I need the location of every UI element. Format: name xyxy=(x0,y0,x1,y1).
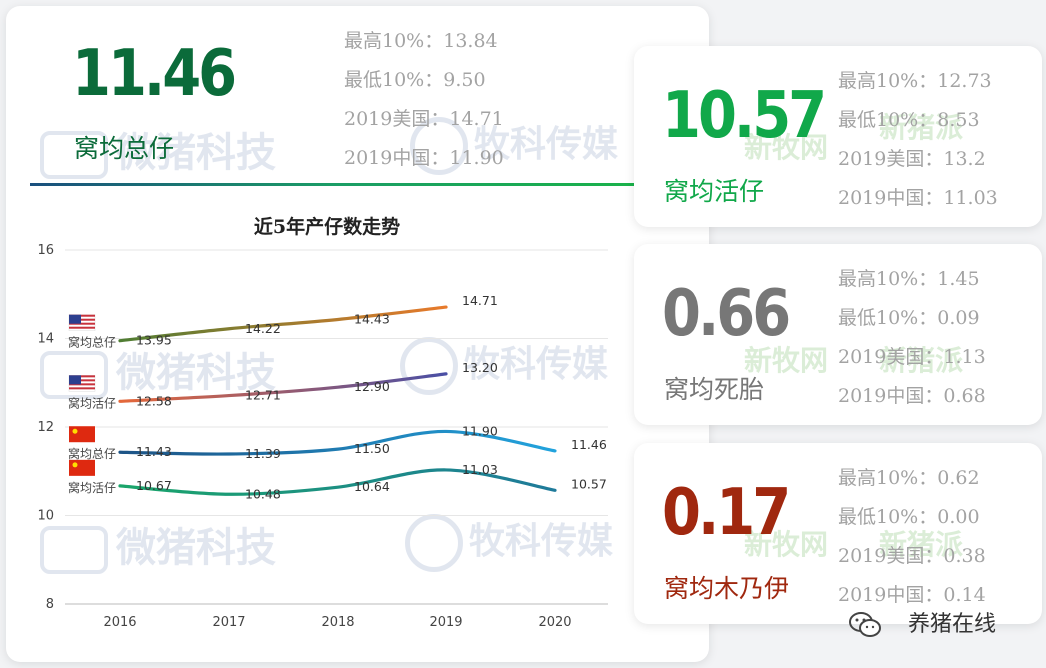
stat-line: 2019中国：11.90 xyxy=(344,147,504,169)
xinmu-watermark: 新牧网 xyxy=(744,344,829,377)
stat-line: 最高10%：13.84 xyxy=(344,30,498,52)
stat-line: 2019美国：14.71 xyxy=(344,108,504,130)
cn-flag-icon xyxy=(69,459,95,476)
data-label: 11.03 xyxy=(462,462,498,477)
cn-flag-icon xyxy=(69,426,95,443)
stat-line: 最低10%：8.53 xyxy=(838,109,980,131)
stat-line: 2019中国：11.03 xyxy=(838,187,998,209)
stat-line: 最低10%：0.00 xyxy=(838,506,980,528)
stat-line: 2019中国：0.68 xyxy=(838,385,986,407)
chart-title: 近5年产仔数走势 xyxy=(254,215,400,238)
wechat-icon xyxy=(849,612,881,637)
series-name-label: 窝均活仔 xyxy=(68,480,116,495)
y-tick-label: 8 xyxy=(46,597,54,612)
x-tick-label: 2019 xyxy=(429,615,462,630)
y-tick-label: 14 xyxy=(37,332,54,347)
mummy-stats: 最高10%：0.62 最低10%：0.00 2019美国：0.38 2019中国… xyxy=(838,463,986,619)
data-label: 12.71 xyxy=(245,388,281,403)
stat-line: 最高10%：0.62 xyxy=(838,467,980,489)
gradient-divider xyxy=(30,183,635,186)
weizhu-watermark-3: 微猪科技 xyxy=(40,515,276,574)
stat-line: 2019中国：0.14 xyxy=(838,584,986,606)
muke-logo-icon xyxy=(405,514,463,572)
series-line xyxy=(118,468,557,496)
footer-brand: 养猪在线 xyxy=(908,612,997,637)
stat-line: 最低10%：0.09 xyxy=(838,307,980,329)
series-line xyxy=(118,305,448,343)
xinzhu-watermark: 新猪派 xyxy=(879,111,964,144)
data-label: 11.43 xyxy=(136,444,172,459)
muke-watermark: 牧科传媒 xyxy=(410,115,618,175)
mummy-value: 0.17 xyxy=(662,475,791,550)
series-name-label: 窝均总仔 xyxy=(68,446,116,461)
weizhu-watermark: 微猪科技 xyxy=(40,120,276,179)
data-label: 11.46 xyxy=(571,437,607,452)
data-label: 10.64 xyxy=(354,479,390,494)
us-flag-icon xyxy=(68,314,96,331)
muke-logo-icon xyxy=(400,337,458,395)
bar-chart-icon xyxy=(40,351,108,399)
x-tick-label: 2016 xyxy=(103,615,136,630)
stat-line: 2019美国：13.2 xyxy=(838,148,986,170)
total-piglets-value: 11.46 xyxy=(72,36,237,111)
x-tick-label: 2020 xyxy=(538,615,571,630)
x-tick-label: 2018 xyxy=(321,615,354,630)
live-piglets-value: 10.57 xyxy=(662,78,827,153)
series-name-label: 窝均总仔 xyxy=(68,335,116,350)
weizhu-watermark-2: 微猪科技 xyxy=(40,340,276,399)
series-line xyxy=(118,372,448,403)
xinmu-watermark: 新牧网 xyxy=(744,528,829,561)
muke-watermark-3: 牧科传媒 xyxy=(405,512,613,572)
data-label: 10.67 xyxy=(136,478,172,493)
data-label: 13.95 xyxy=(136,333,172,348)
data-label: 10.48 xyxy=(245,486,281,501)
total-piglets-stats: 最高10%：13.84 最低10%：9.50 2019美国：14.71 2019… xyxy=(344,26,504,182)
x-tick-label: 2017 xyxy=(212,615,245,630)
mummy-card: 新牧网 新猪派 0.17 窝均木乃伊 最高10%：0.62 最低10%：0.00… xyxy=(634,443,1042,624)
mummy-label: 窝均木乃伊 xyxy=(664,574,790,603)
data-label: 11.50 xyxy=(354,441,390,456)
stat-line: 2019美国：0.38 xyxy=(838,545,986,567)
y-tick-label: 16 xyxy=(37,243,54,258)
data-label: 13.20 xyxy=(462,360,498,375)
stat-line: 2019美国：1.13 xyxy=(838,346,986,368)
series-name-label: 窝均活仔 xyxy=(68,395,116,410)
y-tick-label: 10 xyxy=(37,509,54,524)
data-label: 12.58 xyxy=(136,393,172,408)
series-line xyxy=(118,429,557,456)
stat-line: 最低10%：9.50 xyxy=(344,69,486,91)
muke-logo-icon xyxy=(410,117,468,175)
xinzhu-watermark: 新猪派 xyxy=(879,344,964,377)
data-label: 11.90 xyxy=(462,423,498,438)
xinmu-watermark: 新牧网 xyxy=(744,131,829,164)
data-label: 12.90 xyxy=(354,379,390,394)
data-label: 10.57 xyxy=(571,476,607,491)
stillborn-card: 新牧网 新猪派 0.66 窝均死胎 最高10%：1.45 最低10%：0.09 … xyxy=(634,244,1042,425)
data-label: 14.71 xyxy=(462,293,498,308)
bar-chart-icon xyxy=(40,526,108,574)
muke-watermark-2: 牧科传媒 xyxy=(400,335,608,395)
stillborn-label: 窝均死胎 xyxy=(664,375,765,404)
stillborn-stats: 最高10%：1.45 最低10%：0.09 2019美国：1.13 2019中国… xyxy=(838,264,986,420)
data-label: 11.39 xyxy=(245,446,281,461)
stillborn-value: 0.66 xyxy=(662,276,791,351)
y-tick-label: 12 xyxy=(37,420,54,435)
stat-line: 最高10%：12.73 xyxy=(838,70,992,92)
us-flag-icon xyxy=(68,375,96,392)
data-label: 14.43 xyxy=(354,311,390,326)
bar-chart-icon xyxy=(40,131,108,179)
xinzhu-watermark: 新猪派 xyxy=(879,528,964,561)
main-card xyxy=(6,6,709,662)
data-label: 14.22 xyxy=(245,321,281,336)
total-piglets-label: 窝均总仔 xyxy=(74,134,175,163)
live-piglets-stats: 最高10%：12.73 最低10%：8.53 2019美国：13.2 2019中… xyxy=(838,66,998,222)
live-piglets-card: 新牧网 新猪派 10.57 窝均活仔 最高10%：12.73 最低10%：8.5… xyxy=(634,46,1042,227)
stat-line: 最高10%：1.45 xyxy=(838,268,980,290)
live-piglets-label: 窝均活仔 xyxy=(664,177,765,206)
